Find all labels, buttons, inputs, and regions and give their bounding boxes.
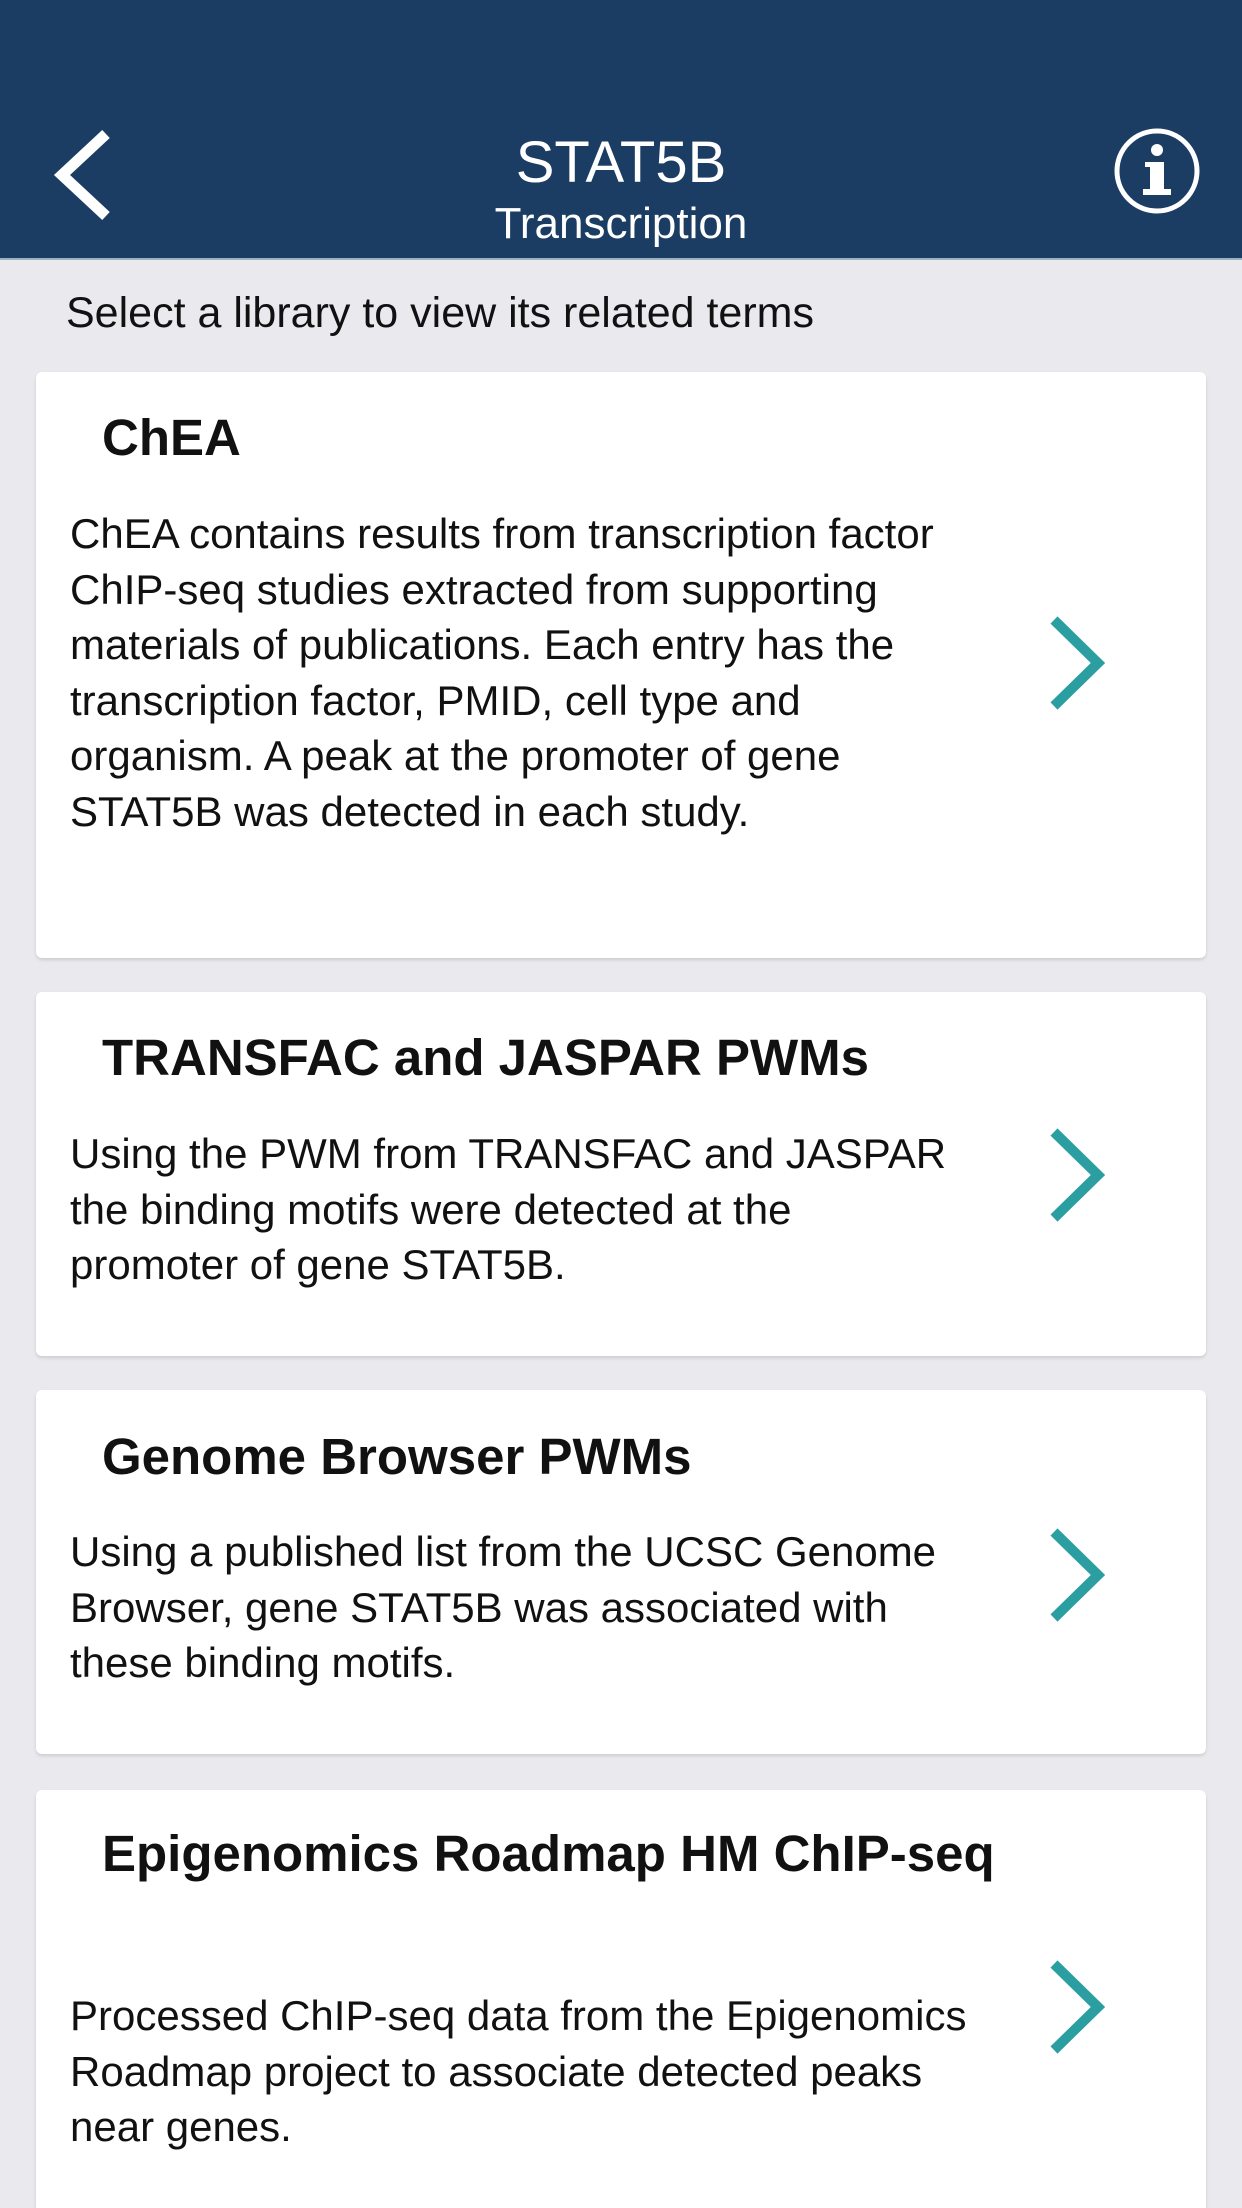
chevron-right-icon	[1050, 616, 1106, 710]
library-description: Processed ChIP-seq data from the Epigeno…	[70, 1992, 967, 2150]
library-card-epigenomics-roadmap[interactable]: Epigenomics Roadmap HM ChIP-seq Processe…	[36, 1790, 1206, 2208]
library-description: Using the PWM from TRANSFAC and JASPAR t…	[70, 1130, 947, 1288]
chevron-right-icon	[1050, 1128, 1106, 1222]
header-titles: STAT5B Transcription	[0, 128, 1242, 250]
library-title: ChEA	[102, 409, 241, 466]
library-title: Epigenomics Roadmap HM ChIP-seq	[102, 1825, 995, 1882]
instruction-text: Select a library to view its related ter…	[66, 289, 814, 337]
page-title: STAT5B	[515, 130, 727, 195]
info-icon[interactable]	[1112, 126, 1202, 216]
nav-header: STAT5B Transcription	[0, 0, 1242, 260]
library-card-chea[interactable]: ChEA ChEA contains results from transcri…	[36, 372, 1206, 958]
chevron-right-icon	[1050, 1960, 1106, 2054]
library-title: TRANSFAC and JASPAR PWMs	[102, 1029, 869, 1086]
page-subtitle: Transcription	[494, 199, 748, 248]
library-card-genome-browser[interactable]: Genome Browser PWMs Using a published li…	[36, 1390, 1206, 1754]
chevron-right-icon	[1050, 1528, 1106, 1622]
library-title: Genome Browser PWMs	[102, 1428, 692, 1485]
library-description: ChEA contains results from transcription…	[70, 510, 934, 835]
library-description: Using a published list from the UCSC Gen…	[70, 1528, 937, 1686]
library-card-transfac-jaspar[interactable]: TRANSFAC and JASPAR PWMs Using the PWM f…	[36, 992, 1206, 1356]
chevron-left-icon[interactable]	[44, 120, 134, 230]
